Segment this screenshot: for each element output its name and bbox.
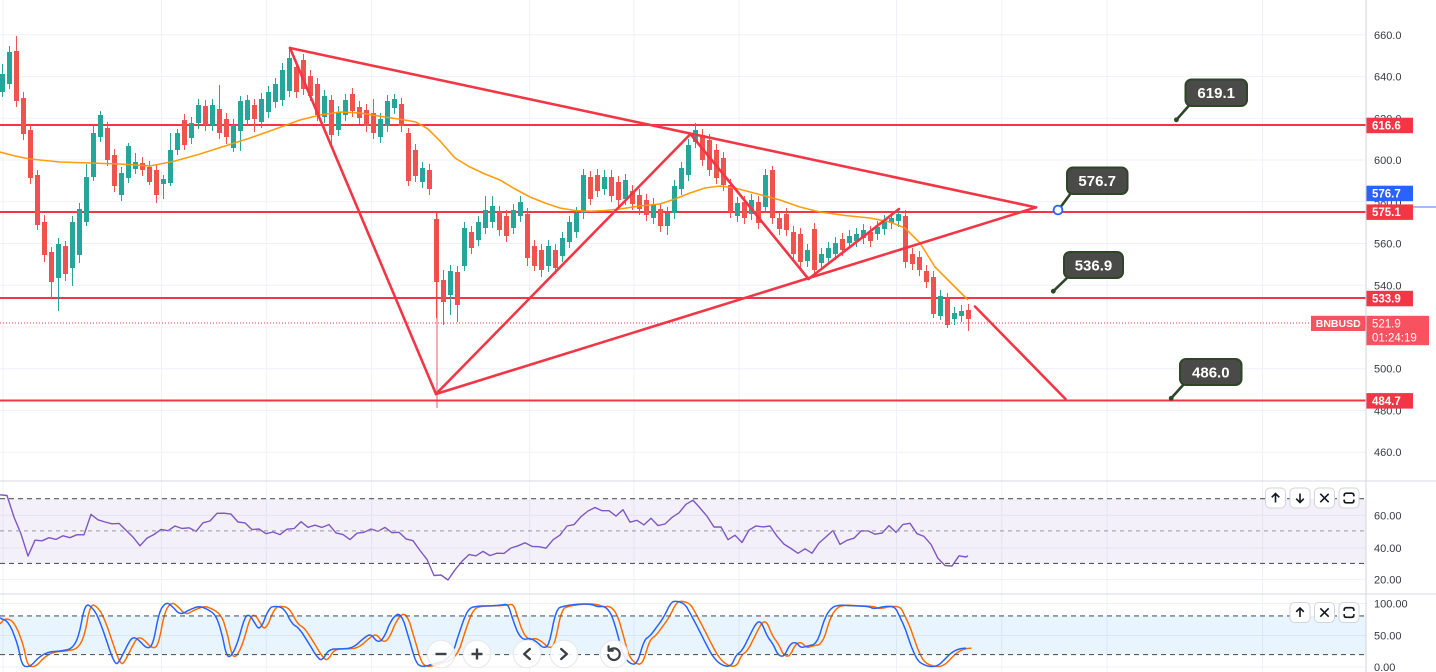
svg-text:533.9: 533.9 — [1372, 294, 1401, 306]
svg-text:660.0: 660.0 — [1374, 30, 1402, 42]
svg-text:0.00: 0.00 — [1374, 662, 1395, 672]
svg-text:616.6: 616.6 — [1372, 120, 1401, 132]
svg-text:600.0: 600.0 — [1374, 155, 1402, 167]
svg-text:560.0: 560.0 — [1374, 239, 1402, 251]
svg-text:20.00: 20.00 — [1374, 574, 1402, 586]
svg-text:619.1: 619.1 — [1197, 85, 1235, 102]
svg-text:576.7: 576.7 — [1078, 173, 1116, 190]
svg-text:521.9: 521.9 — [1372, 319, 1401, 331]
svg-text:576.7: 576.7 — [1372, 188, 1401, 200]
svg-text:575.1: 575.1 — [1372, 207, 1401, 219]
svg-text:500.0: 500.0 — [1374, 364, 1402, 376]
svg-text:540.0: 540.0 — [1374, 280, 1402, 292]
svg-text:40.00: 40.00 — [1374, 543, 1402, 555]
svg-text:60.00: 60.00 — [1374, 510, 1402, 522]
svg-text:460.0: 460.0 — [1374, 447, 1402, 459]
svg-text:486.0: 486.0 — [1192, 365, 1230, 382]
svg-text:640.0: 640.0 — [1374, 72, 1402, 84]
svg-text:100.00: 100.00 — [1374, 599, 1408, 611]
svg-text:01:24:19: 01:24:19 — [1372, 333, 1417, 345]
svg-text:484.7: 484.7 — [1372, 396, 1401, 408]
svg-text:BNBUSD: BNBUSD — [1316, 318, 1361, 330]
svg-text:50.00: 50.00 — [1374, 631, 1402, 643]
svg-text:536.9: 536.9 — [1075, 258, 1113, 275]
